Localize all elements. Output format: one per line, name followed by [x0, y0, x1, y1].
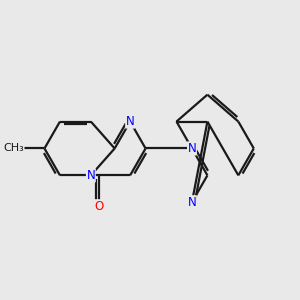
- Text: N: N: [126, 115, 134, 128]
- Text: N: N: [86, 169, 95, 182]
- Text: N: N: [188, 196, 196, 209]
- Text: CH₃: CH₃: [3, 143, 24, 154]
- Text: N: N: [188, 142, 196, 155]
- Text: O: O: [94, 200, 104, 213]
